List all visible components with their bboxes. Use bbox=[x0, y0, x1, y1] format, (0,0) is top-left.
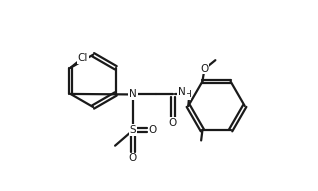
Text: N: N bbox=[178, 87, 186, 97]
Text: O: O bbox=[169, 118, 177, 128]
Text: O: O bbox=[200, 64, 209, 74]
Text: Cl: Cl bbox=[78, 53, 88, 63]
Text: O: O bbox=[149, 125, 157, 135]
Text: S: S bbox=[129, 125, 136, 135]
Text: N: N bbox=[129, 89, 137, 100]
Text: O: O bbox=[129, 153, 137, 163]
Text: H: H bbox=[184, 90, 190, 99]
